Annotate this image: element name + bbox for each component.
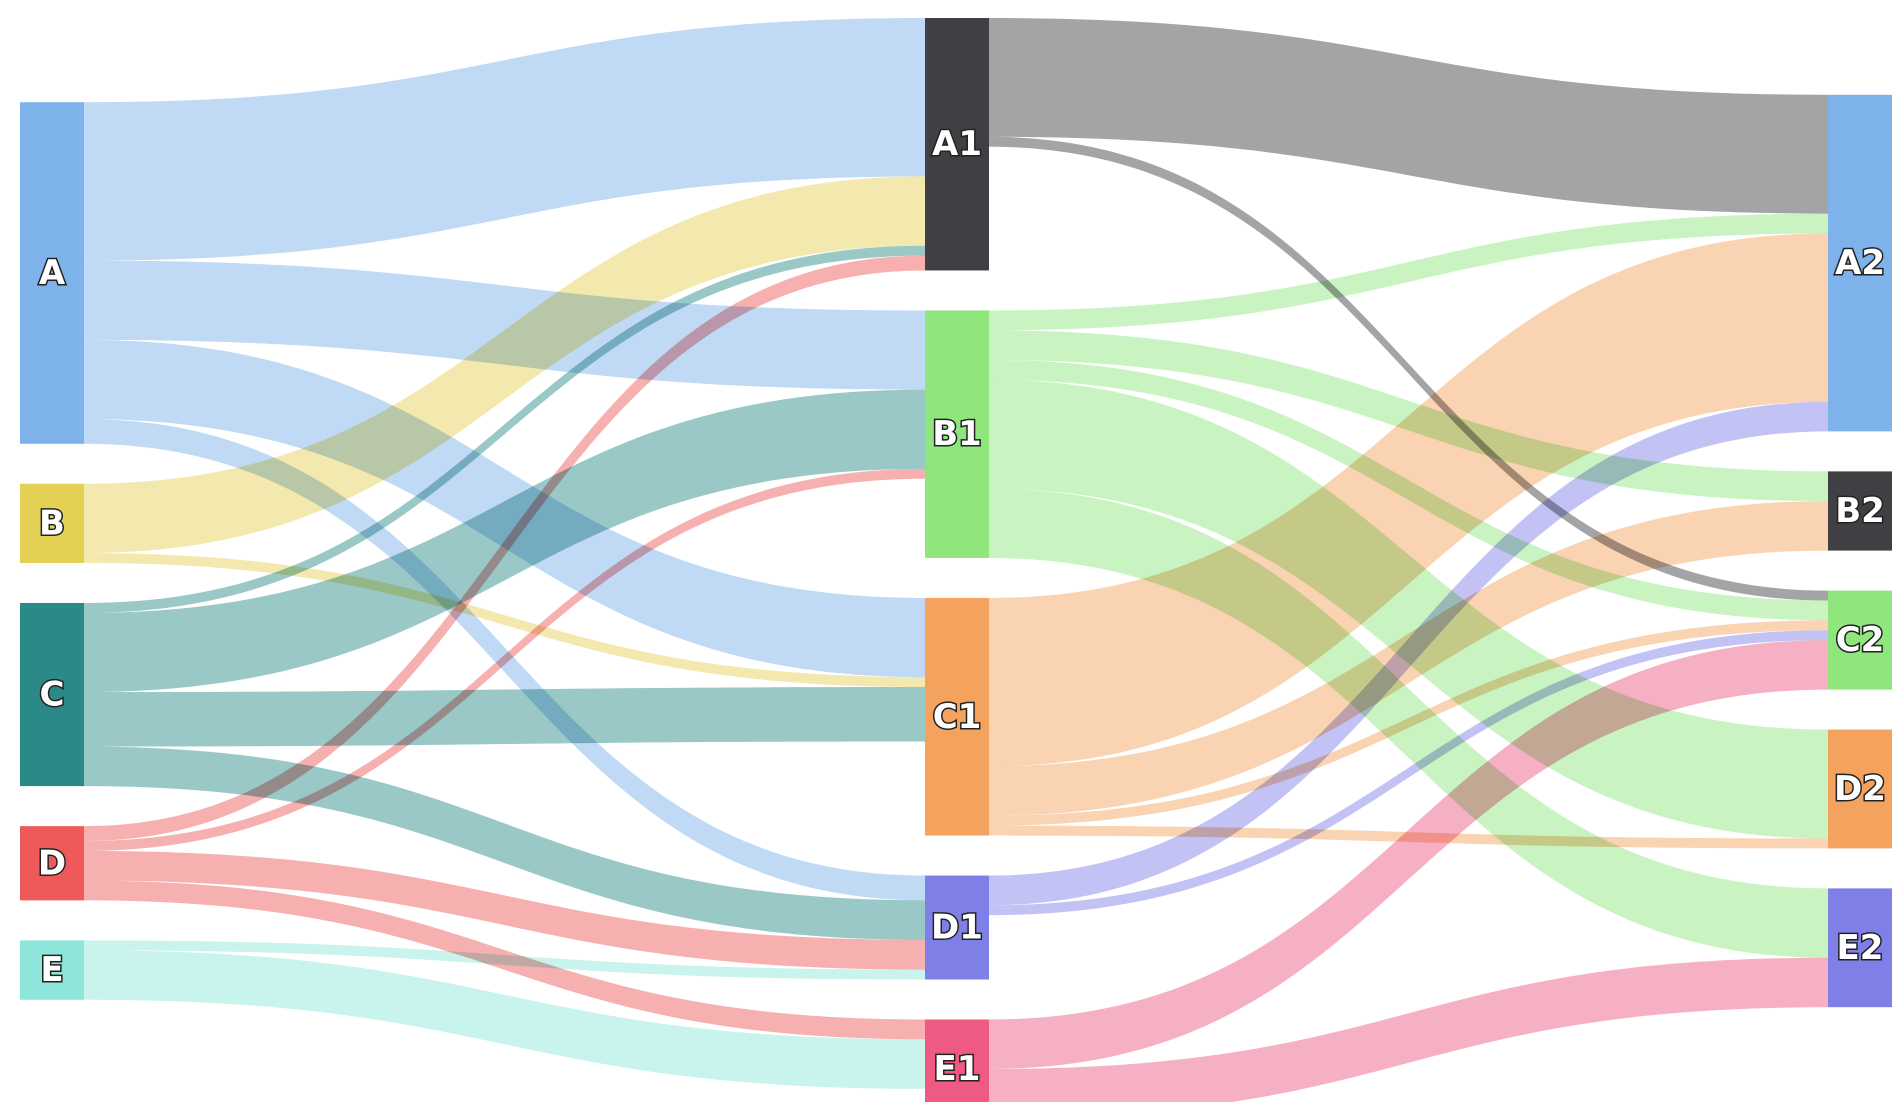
node-label-A1: A1 [932, 124, 982, 164]
link-D-A1 [84, 255, 925, 841]
link-E1-C2 [989, 640, 1828, 1069]
node-A [20, 102, 84, 444]
node-label-E: E [40, 950, 63, 990]
node-label-A2: A2 [1835, 243, 1885, 283]
node-B [20, 483, 84, 563]
link-D-D1 [84, 850, 925, 970]
link-B-C1 [84, 553, 925, 688]
node-label-B: B [39, 503, 65, 543]
node-label-C1: C1 [933, 697, 982, 737]
node-label-A: A [39, 253, 66, 293]
node-A2 [1828, 94, 1892, 432]
link-D1-C2 [989, 630, 1828, 916]
link-E1-E2 [989, 957, 1828, 1102]
link-B-A1 [84, 176, 925, 554]
node-label-B2: B2 [1835, 491, 1885, 531]
node-C [20, 602, 84, 787]
link-C1-C2 [989, 620, 1828, 826]
sankey-nodes [20, 18, 1892, 1102]
node-label-B1: B1 [932, 414, 982, 454]
link-A1-C2 [989, 136, 1828, 601]
sankey-labels: A B C D E A1 B1 C1 D1 E1 A2 B2 C2 D2 E2 [36, 123, 1887, 1091]
link-A-A1 [84, 18, 925, 261]
node-label-D: D [38, 843, 66, 883]
node-label-E2: E2 [1837, 928, 1884, 968]
link-C-A1 [84, 245, 925, 613]
sankey-links [84, 18, 1828, 1102]
link-E-D1 [84, 940, 925, 980]
node-D2 [1828, 729, 1892, 849]
node-label-D1: D1 [931, 908, 983, 948]
link-C1-A2 [989, 233, 1828, 767]
link-D-B1 [84, 468, 925, 851]
node-A1 [925, 18, 989, 271]
node-label-C: C [40, 675, 65, 715]
link-C-C1 [84, 687, 925, 747]
node-label-E1: E1 [934, 1049, 981, 1089]
node-D [20, 826, 84, 901]
link-B1-A2 [989, 213, 1828, 331]
node-B1 [925, 310, 989, 558]
node-E1 [925, 1019, 989, 1102]
node-E2 [1828, 888, 1892, 1008]
node-E [20, 940, 84, 1000]
node-D1 [925, 875, 989, 980]
node-label-C2: C2 [1836, 620, 1885, 660]
link-C-D1 [84, 746, 925, 940]
node-C1 [925, 597, 989, 836]
link-A1-A2 [989, 18, 1828, 214]
link-A-B1 [84, 260, 925, 390]
node-label-D2: D2 [1834, 769, 1886, 809]
link-D1-A2 [989, 401, 1828, 906]
node-C2 [1828, 590, 1892, 690]
node-B2 [1828, 471, 1892, 551]
link-E-E1 [84, 950, 925, 1089]
